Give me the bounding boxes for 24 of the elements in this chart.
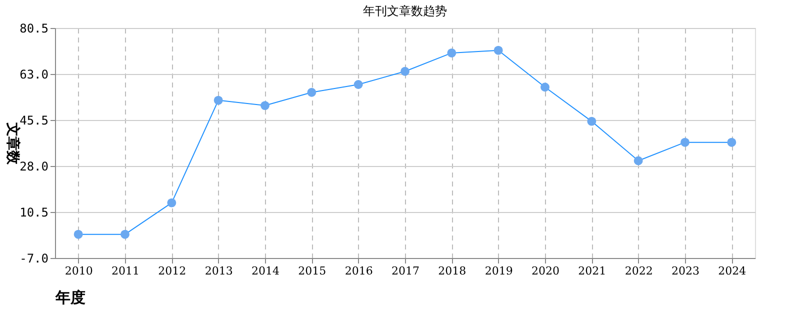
- x-tick-label: 2012: [158, 264, 186, 278]
- chart-title: 年刊文章数趋势: [363, 4, 447, 18]
- y-tick-label: 45.5: [20, 114, 48, 128]
- x-tick-label: 2018: [438, 264, 466, 278]
- x-tick-label: 2013: [204, 264, 233, 278]
- x-tick-label: 2024: [718, 264, 746, 278]
- x-tick-label: 2019: [484, 264, 513, 278]
- x-tick-label: 2015: [298, 264, 326, 278]
- x-tick-label: 2010: [64, 264, 93, 278]
- y-tick-label: 10.5: [20, 206, 48, 220]
- x-tick-label: 2014: [252, 264, 280, 278]
- y-tick-label: 80.5: [20, 22, 48, 36]
- y-axis-title: 文章数: [4, 122, 22, 166]
- x-tick-label: 2021: [578, 264, 606, 278]
- y-tick-label: -7.0: [20, 252, 48, 266]
- x-tick-label: 2017: [392, 264, 420, 278]
- x-tick-label: 2016: [344, 264, 373, 278]
- x-axis-title: 年度: [54, 288, 86, 306]
- x-tick-label: 2011: [112, 264, 140, 278]
- y-tick-label: 28.0: [20, 160, 48, 174]
- x-tick-label: 2020: [532, 264, 560, 278]
- y-tick-label: 63.0: [20, 68, 48, 82]
- x-tick-label: 2023: [672, 264, 700, 278]
- x-tick-label: 2022: [624, 264, 653, 278]
